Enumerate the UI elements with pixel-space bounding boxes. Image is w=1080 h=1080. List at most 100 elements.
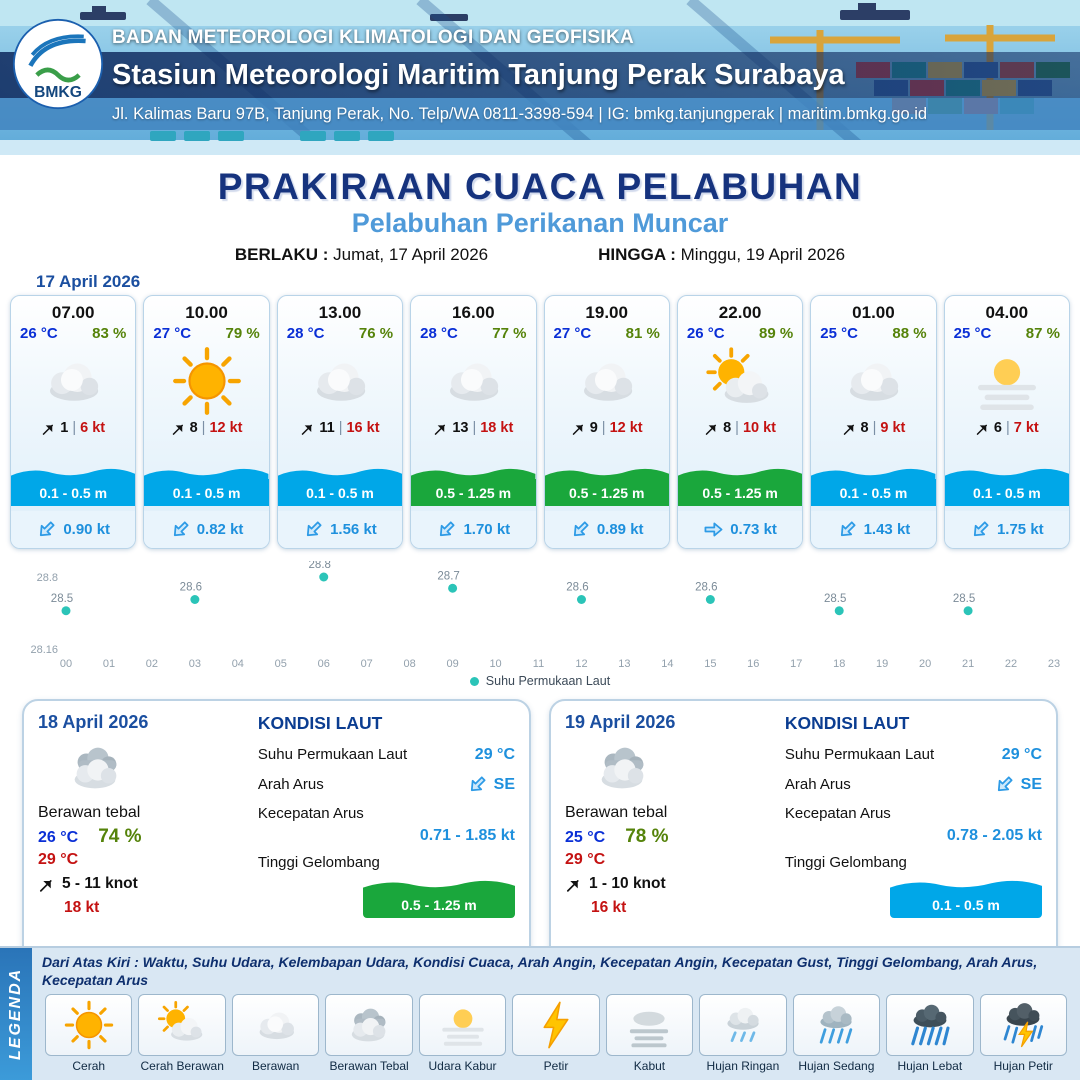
current-speed-label: Kecepatan Arus: [257, 805, 364, 822]
legend-item: Berawan: [231, 994, 320, 1073]
legend-label: Hujan Lebat: [897, 1059, 963, 1073]
hourly-forecast-card: 01.00 25 °C 88 % 8 | 9 kt 0.1 - 0.5 m 1.…: [810, 295, 937, 549]
validity-row: BERLAKU : Jumat, 17 April 2026 HINGGA : …: [0, 244, 1080, 266]
legend-item: Petir: [512, 994, 600, 1073]
wave-height-value: 0.5 - 1.25 m: [702, 484, 778, 501]
humidity: 81 %: [625, 325, 660, 342]
svg-text:07: 07: [361, 658, 373, 670]
svg-text:17: 17: [790, 658, 802, 670]
air-temperature: 27 °C: [553, 325, 592, 342]
sst-value: 29 °C: [474, 746, 515, 763]
legend-label: Cerah Berawan: [140, 1059, 224, 1073]
title-section: PRAKIRAAN CUACA PELABUHAN Pelabuhan Peri…: [0, 155, 1080, 266]
separator: |: [1005, 420, 1010, 436]
valid-from-label: BERLAKU :: [234, 245, 329, 264]
current-row: 1.56 kt: [277, 511, 403, 548]
current-direction-value: SE: [1020, 775, 1042, 793]
hour-label: 22.00: [718, 303, 762, 322]
separator: |: [201, 420, 206, 436]
svg-text:21: 21: [962, 658, 974, 670]
current-direction-arrow-icon: [462, 770, 492, 800]
daily-weather-panel: 19 April 2026 Berawan tebal 25 °C 78 % 2…: [565, 711, 775, 951]
wave-height-badge: 0.1 - 0.5 m: [11, 467, 136, 506]
current-direction-arrow-icon: [432, 515, 462, 545]
svg-text:28.6: 28.6: [566, 582, 588, 594]
legend-weather-icon: [886, 994, 974, 1056]
station-name: Stasiun Meteorologi Maritim Tanjung Pera…: [112, 58, 845, 91]
hourly-forecast-card: 19.00 27 °C 81 % 9 | 12 kt 0.5 - 1.25 m …: [543, 295, 670, 549]
svg-text:00: 00: [60, 658, 72, 670]
current-speed-value: 0.78 - 2.05 kt: [946, 827, 1042, 844]
station-address: Jl. Kalimas Baru 97B, Tanjung Perak, No.…: [112, 104, 928, 123]
hourly-forecast-card: 16.00 28 °C 77 % 13 | 18 kt 0.5 - 1.25 m…: [410, 295, 537, 549]
bmkg-logo-text: BMKG: [34, 84, 82, 101]
sst-row: Suhu Permukaan Laut 29 °C: [258, 745, 515, 765]
svg-text:10: 10: [489, 658, 501, 670]
legend-item: Cerah: [45, 994, 133, 1073]
legend-item: Cerah Berawan: [138, 994, 226, 1073]
current-speed: 0.73 kt: [730, 521, 777, 538]
svg-text:18: 18: [833, 658, 845, 670]
hourly-forecast-row: 07.00 26 °C 83 % 1 | 6 kt 0.1 - 0.5 m 0.…: [0, 295, 1080, 549]
wind-row: 5 - 11 knot: [38, 874, 248, 894]
wind-barb-icon: [565, 876, 582, 893]
sea-condition-title: KONDISI LAUT: [257, 713, 383, 733]
wind-speed: 9: [589, 420, 598, 436]
separator: |: [872, 420, 877, 436]
legend-label: Hujan Petir: [993, 1059, 1053, 1073]
wave-height-value: 0.1 - 0.5 m: [39, 484, 108, 501]
legend-weather-icon: [45, 994, 133, 1056]
wind-barb-icon: [571, 421, 586, 436]
svg-text:28.5: 28.5: [51, 593, 73, 605]
current-row: 0.82 kt: [144, 511, 269, 548]
wave-height-label: Tinggi Gelombang: [784, 854, 907, 871]
wind-range: 5 - 11 knot: [62, 875, 138, 892]
weather-icon: [433, 346, 513, 416]
wave-height-label: Tinggi Gelombang: [257, 854, 380, 871]
svg-text:09: 09: [446, 658, 458, 670]
port-name-subtitle: Pelabuhan Perikanan Muncar: [351, 208, 729, 238]
svg-text:14: 14: [661, 658, 673, 670]
gust-speed: 12 kt: [609, 420, 643, 436]
legend-weather-icon: [231, 994, 320, 1056]
svg-text:28.8: 28.8: [309, 561, 331, 571]
weather-icon: [167, 346, 247, 416]
wind-row: 1 | 6 kt: [41, 418, 105, 438]
page-title: PRAKIRAAN CUACA PELABUHAN: [217, 166, 863, 207]
legend-dot-icon: [469, 676, 479, 686]
wind-barb-icon: [975, 421, 990, 436]
legend-section: LEGENDA Dari Atas Kiri : Waktu, Suhu Uda…: [0, 946, 1080, 1080]
hourly-forecast-card: 13.00 28 °C 76 % 11 | 16 kt 0.1 - 0.5 m …: [276, 295, 404, 549]
svg-text:06: 06: [318, 658, 330, 670]
wind-speed: 13: [452, 420, 469, 436]
current-speed: 0.89 kt: [596, 521, 644, 538]
current-speed: 1.75 kt: [996, 521, 1044, 538]
air-temperature: 25 °C: [953, 325, 992, 342]
wave-height-badge: 0.1 - 0.5 m: [277, 467, 403, 506]
sst-chart-section: 28.8 28.16 00 01 02 03 04 05 06 07 08 09 10 11 12 13 14 1…: [0, 561, 1080, 689]
svg-text:13: 13: [618, 658, 630, 670]
daily-weather-panel: 18 April 2026 Berawan tebal 26 °C 74 % 2…: [38, 711, 248, 951]
current-direction-label: Arah Arus: [784, 775, 851, 793]
gust-speed: 18 kt: [480, 420, 514, 436]
humidity: 77 %: [492, 325, 527, 342]
wind-speed: 6: [993, 420, 1002, 436]
bmkg-logo: BMKG: [12, 18, 104, 110]
weather-icon: [833, 346, 913, 416]
wind-row: 6 | 7 kt: [975, 418, 1039, 438]
current-speed: 1.56 kt: [330, 521, 377, 538]
humidity: 89 %: [759, 325, 794, 342]
air-temperature: 25 °C: [820, 325, 858, 342]
header-banner: BMKG BADAN METEOROLOGI KLIMATOLOGI DAN G…: [0, 0, 1080, 155]
humidity: 79 %: [225, 325, 260, 342]
wave-height-value: 0.1 - 0.5 m: [839, 484, 908, 501]
wave-height-value: 0.1 - 0.5 m: [932, 896, 1000, 913]
sst-label: Suhu Permukaan Laut: [257, 746, 408, 763]
current-speed: 0.90 kt: [63, 521, 111, 538]
legend-label: Berawan Tebal: [329, 1059, 409, 1073]
legend-weather-icon: [979, 994, 1067, 1056]
wind-barb-icon: [704, 421, 719, 436]
wave-height-badge: 0.1 - 0.5 m: [944, 467, 1069, 506]
min-temperature: 25 °C: [565, 829, 606, 846]
sst-value: 29 °C: [1001, 746, 1042, 763]
